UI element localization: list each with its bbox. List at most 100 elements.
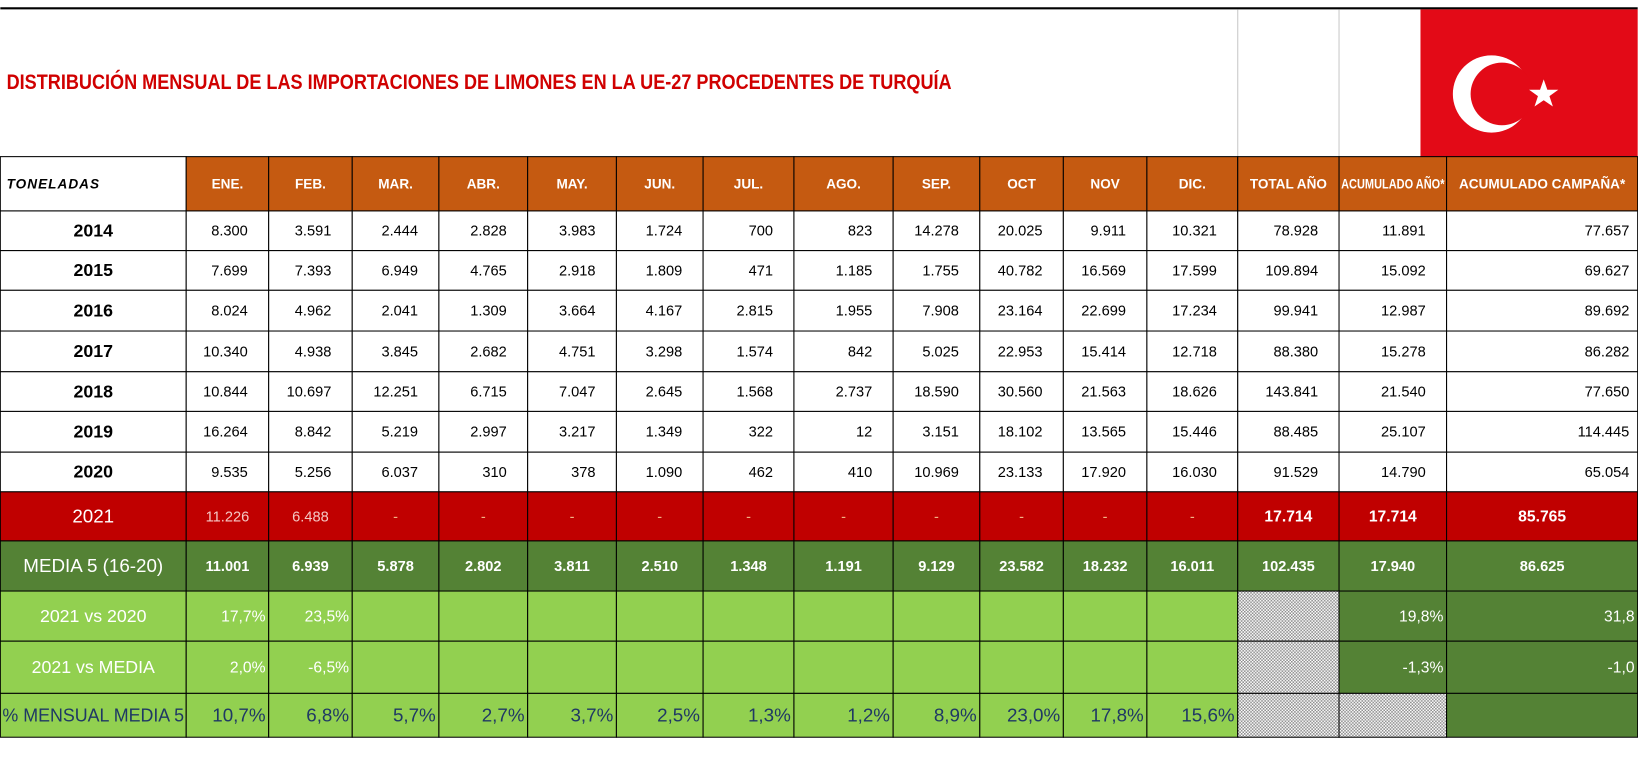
cell: [892, 451, 981, 493]
row-label: 2016: [74, 300, 114, 320]
cell: [351, 330, 440, 373]
cell: [1237, 640, 1340, 694]
cell-text: 10.697: [287, 384, 332, 400]
cell: [793, 156, 894, 212]
cell: [1237, 590, 1340, 642]
cell: [527, 640, 617, 694]
cell: [438, 451, 529, 493]
cell: [979, 540, 1064, 592]
cell-text: 842: [848, 344, 872, 360]
cell: [1237, 210, 1340, 252]
cell: [438, 289, 529, 332]
cell: [185, 250, 270, 291]
cell-text: 2.815: [736, 304, 773, 320]
cell: [527, 692, 617, 738]
cell: [438, 590, 529, 642]
cell: [185, 210, 270, 252]
cell-text: 12: [856, 425, 872, 441]
cell: [1338, 250, 1448, 291]
cell-text: 8.300: [211, 224, 248, 240]
column-header: JUL.: [734, 176, 763, 191]
row-label: 2017: [74, 341, 114, 361]
cell-text: 77.657: [1585, 224, 1630, 240]
cell-text: 1.574: [736, 344, 773, 360]
cell: [892, 540, 981, 592]
cell-text: 8,9%: [934, 704, 977, 725]
cell-text: 40.782: [998, 263, 1043, 279]
cell-text: 30.560: [998, 384, 1043, 400]
cell-text: 23.164: [998, 304, 1043, 320]
cell-text: 3.217: [559, 425, 596, 441]
row-label: 2021: [72, 505, 114, 526]
cell-text: 31,8: [1604, 608, 1635, 625]
cell-text: 1.348: [730, 559, 767, 575]
cell-text: 2.510: [641, 559, 678, 575]
cell: [1338, 692, 1448, 738]
cell: [527, 289, 617, 332]
cell-text: 18.626: [1172, 384, 1217, 400]
cell-text: 15,6%: [1181, 704, 1235, 725]
cell: [793, 289, 894, 332]
cell: [1237, 491, 1340, 542]
cell-text: 20.025: [998, 224, 1043, 240]
cell-text: 1.185: [836, 263, 873, 279]
cell: [615, 330, 704, 373]
cell-text: 7.047: [559, 384, 596, 400]
cell-text: 86.625: [1520, 559, 1565, 575]
cell-text: 2,5%: [657, 704, 700, 725]
cell: [1062, 210, 1148, 252]
cell: [1146, 330, 1239, 373]
cell: [1446, 540, 1638, 592]
cell-text: 18.102: [998, 425, 1043, 441]
cell: [892, 590, 981, 642]
cell: [1338, 410, 1448, 453]
cell-text: 322: [749, 425, 773, 441]
cell-text: 1.568: [736, 384, 773, 400]
cell-text: 1.755: [922, 263, 959, 279]
cell: [1446, 250, 1638, 291]
cell: [979, 250, 1064, 291]
cell-text: -: [1190, 509, 1195, 525]
cell-text: 17.920: [1081, 465, 1126, 481]
cell: [351, 540, 440, 592]
cell-text: 4.938: [295, 344, 332, 360]
cell-text: 12.987: [1381, 304, 1426, 320]
cell-text: 17.234: [1172, 304, 1217, 320]
cell-text: -: [570, 509, 575, 525]
cell: [0, 210, 187, 252]
row-label: 2021 vs 2020: [40, 606, 147, 626]
cell: [185, 540, 270, 592]
cell: [268, 590, 353, 642]
cell-text: 16.264: [203, 425, 248, 441]
cell-text: 6.939: [292, 559, 329, 575]
cell-text: -: [841, 509, 846, 525]
column-header: ACUMULADO CAMPAÑA*: [1459, 176, 1626, 191]
cell: [793, 692, 894, 738]
cell-text: 5.025: [922, 344, 959, 360]
cell: [1446, 692, 1638, 738]
cell-text: -: [481, 509, 486, 525]
cell: [892, 250, 981, 291]
cell: [185, 410, 270, 453]
cell-text: 12.251: [373, 384, 418, 400]
cell: [185, 371, 270, 412]
column-header: MAY.: [556, 176, 587, 191]
cell: [1446, 640, 1638, 694]
row-label: 2018: [74, 381, 114, 401]
cell: [615, 156, 704, 212]
cell-text: 85.765: [1518, 509, 1566, 526]
cell: [979, 289, 1064, 332]
cell-text: 16.030: [1172, 465, 1217, 481]
cell: [351, 210, 440, 252]
cell-text: 102.435: [1262, 559, 1315, 575]
cell-text: 1.955: [836, 304, 873, 320]
cell-text: 7.908: [922, 304, 959, 320]
cell-text: 3.664: [559, 304, 596, 320]
cell-text: 5.878: [377, 559, 414, 575]
cell: [185, 289, 270, 332]
title: DISTRIBUCIÓN MENSUAL DE LAS IMPORTACIONE…: [7, 70, 952, 94]
cell-text: 3.811: [554, 559, 590, 575]
cell-text: 12.718: [1172, 344, 1217, 360]
cell: [438, 210, 529, 252]
row-label: 2015: [74, 260, 114, 280]
